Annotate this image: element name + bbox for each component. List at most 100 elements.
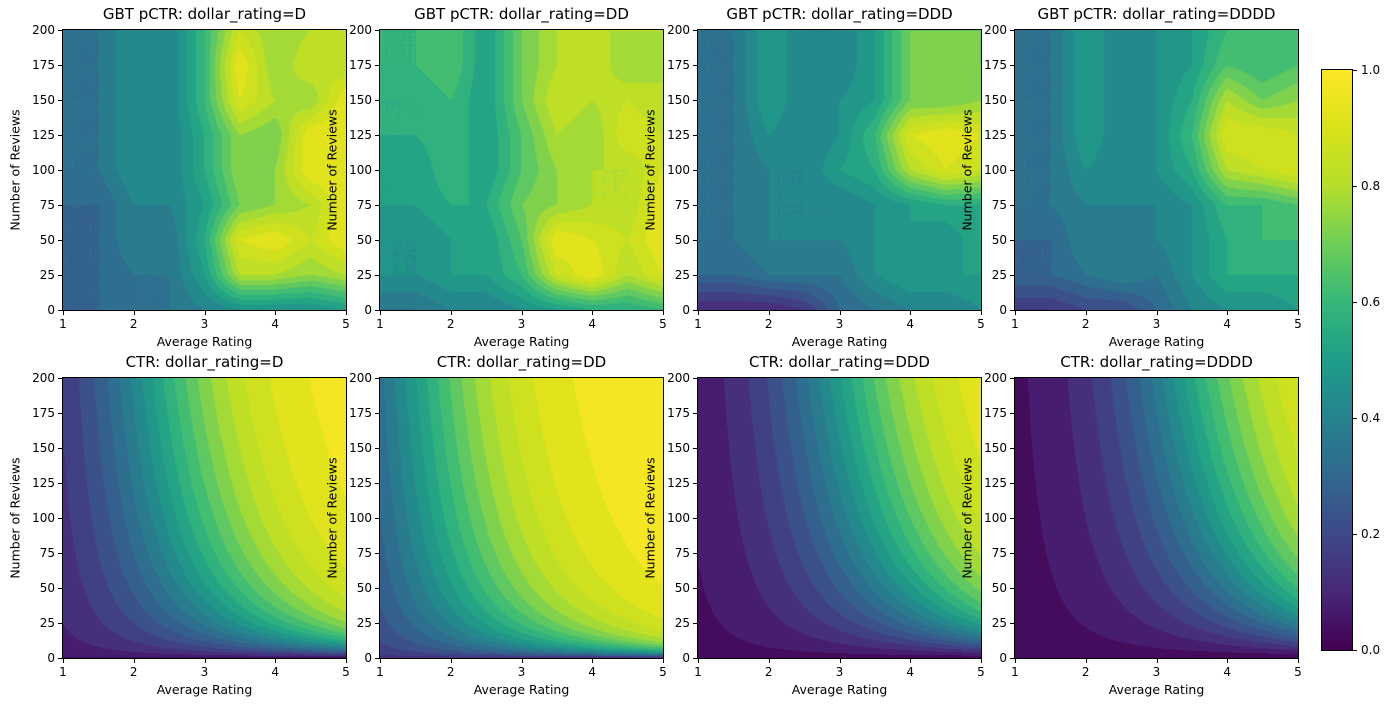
x-tick-mark	[1227, 659, 1229, 663]
x-tick-mark	[1227, 311, 1229, 315]
y-tick-label: 175	[984, 406, 1007, 420]
y-tick-label: 25	[991, 616, 1007, 630]
x-tick-mark	[380, 311, 381, 315]
colorbar-tick-label: 0.8	[1361, 179, 1381, 193]
contour-canvas	[1014, 29, 1299, 311]
y-tick-label: 50	[39, 581, 55, 595]
y-tick-label: 100	[984, 511, 1007, 525]
colorbar-tick-mark	[1353, 418, 1357, 419]
y-tick-mark	[58, 240, 62, 241]
y-tick-label: 175	[984, 58, 1007, 72]
x-tick-mark	[1085, 659, 1087, 663]
panel-title: CTR: dollar_rating=DDDD	[1060, 353, 1253, 371]
y-tick-mark	[693, 205, 697, 206]
y-tick-label: 75	[991, 198, 1007, 212]
x-tick-label: 1	[694, 665, 702, 679]
panel-title: CTR: dollar_rating=D	[125, 353, 284, 371]
x-tick-label: 3	[517, 317, 526, 331]
x-tick-mark	[380, 659, 381, 663]
y-tick-mark	[58, 65, 62, 66]
y-tick-mark	[375, 518, 379, 519]
y-axis-label: Number of Reviews	[642, 109, 658, 231]
x-tick-label: 4	[271, 665, 280, 679]
x-tick-mark	[63, 311, 64, 315]
y-tick-mark	[375, 170, 379, 171]
x-tick-label: 1	[59, 665, 67, 679]
y-tick-label: 150	[349, 93, 372, 107]
y-tick-mark	[693, 170, 697, 171]
x-tick-label: 3	[835, 665, 844, 679]
x-tick-mark	[133, 311, 135, 315]
x-tick-mark	[910, 311, 912, 315]
y-tick-mark	[58, 378, 62, 379]
y-tick-label: 100	[667, 163, 690, 177]
y-axis-label: Number of Reviews	[959, 457, 975, 579]
x-tick-mark	[204, 311, 206, 315]
x-tick-label: 5	[659, 665, 667, 679]
x-tick-mark	[981, 311, 982, 315]
x-tick-mark	[346, 311, 347, 315]
y-tick-label: 0	[364, 303, 372, 317]
y-tick-mark	[375, 448, 379, 449]
x-tick-mark	[346, 659, 347, 663]
colorbar-tick-mark	[1353, 186, 1357, 187]
y-tick-mark	[693, 518, 697, 519]
y-tick-label: 75	[674, 546, 690, 560]
y-tick-label: 200	[984, 23, 1007, 37]
y-tick-mark	[375, 658, 379, 659]
y-tick-label: 0	[364, 651, 372, 665]
y-tick-label: 125	[32, 476, 55, 490]
x-tick-label: 4	[271, 317, 280, 331]
y-tick-mark	[1010, 170, 1014, 171]
y-tick-mark	[693, 413, 697, 414]
x-tick-mark	[839, 659, 841, 663]
x-tick-label: 1	[1011, 665, 1019, 679]
y-tick-label: 175	[349, 406, 372, 420]
y-axis-label: Number of Reviews	[7, 109, 23, 231]
y-tick-mark	[1010, 623, 1014, 624]
contour-canvas	[697, 377, 982, 659]
y-tick-label: 75	[356, 198, 372, 212]
y-axis-label: Number of Reviews	[324, 457, 340, 579]
y-tick-label: 200	[349, 23, 372, 37]
y-tick-mark	[693, 30, 697, 31]
y-tick-label: 75	[39, 546, 55, 560]
y-tick-label: 0	[999, 303, 1007, 317]
contour-canvas	[62, 29, 347, 311]
y-tick-label: 75	[39, 198, 55, 212]
x-tick-label: 3	[517, 665, 526, 679]
y-tick-label: 75	[674, 198, 690, 212]
y-tick-mark	[693, 483, 697, 484]
x-tick-mark	[204, 659, 206, 663]
colorbar-tick-mark	[1353, 650, 1357, 651]
x-tick-mark	[663, 311, 664, 315]
y-tick-mark	[375, 310, 379, 311]
y-tick-mark	[1010, 378, 1014, 379]
y-tick-label: 50	[39, 233, 55, 247]
y-tick-mark	[1010, 65, 1014, 66]
y-tick-label: 175	[667, 58, 690, 72]
x-tick-label: 1	[376, 665, 384, 679]
y-tick-label: 50	[356, 581, 372, 595]
y-tick-mark	[693, 588, 697, 589]
x-tick-label: 4	[906, 665, 915, 679]
x-tick-label: 2	[1081, 665, 1090, 679]
y-tick-label: 125	[667, 476, 690, 490]
y-tick-label: 0	[999, 651, 1007, 665]
y-tick-mark	[375, 65, 379, 66]
x-axis-label: Average Rating	[1108, 334, 1205, 349]
y-tick-label: 75	[356, 546, 372, 560]
y-tick-label: 175	[32, 406, 55, 420]
y-tick-mark	[693, 623, 697, 624]
contour-canvas	[697, 29, 982, 311]
x-axis-label: Average Rating	[156, 334, 253, 349]
x-tick-mark	[1156, 659, 1158, 663]
x-tick-mark	[1015, 659, 1016, 663]
x-axis-label: Average Rating	[1108, 682, 1205, 697]
x-tick-label: 2	[446, 665, 455, 679]
y-tick-mark	[375, 553, 379, 554]
y-tick-mark	[693, 100, 697, 101]
x-tick-label: 4	[1223, 665, 1232, 679]
x-tick-label: 1	[694, 317, 702, 331]
y-tick-label: 200	[667, 371, 690, 385]
